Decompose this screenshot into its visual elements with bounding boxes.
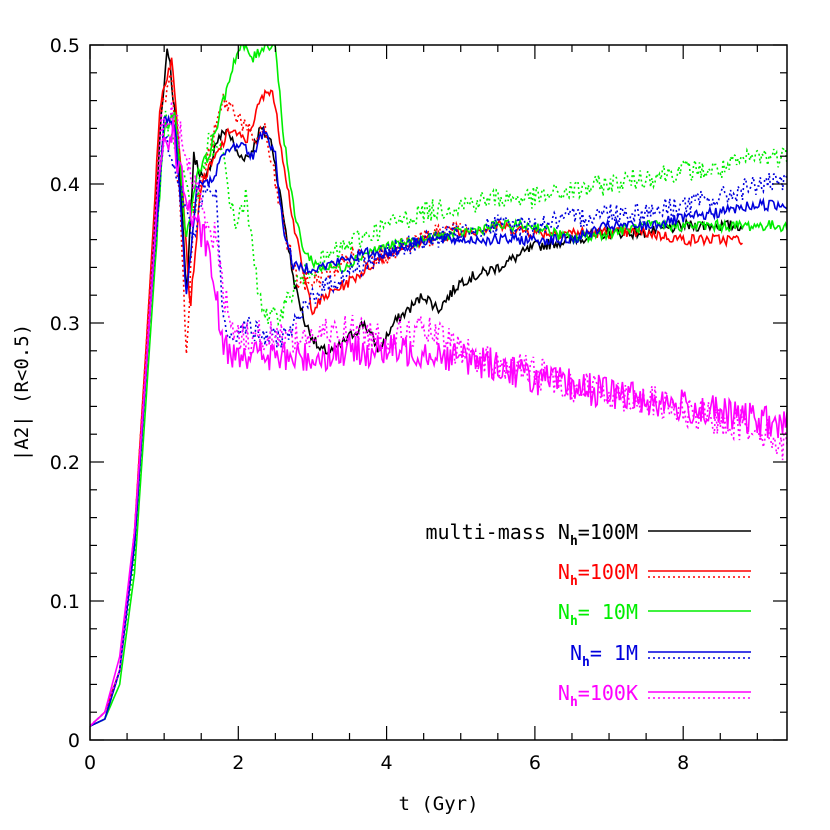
legend-entry: Nh= 10M bbox=[558, 600, 751, 629]
legend-label: Nh= 1M bbox=[570, 641, 638, 670]
series-line bbox=[90, 119, 787, 727]
series-line bbox=[90, 48, 744, 727]
x-tick-label: 8 bbox=[677, 752, 689, 774]
legend-entry: Nh=100M bbox=[558, 560, 751, 589]
x-tick-label: 2 bbox=[232, 752, 244, 774]
series-line bbox=[90, 71, 462, 727]
y-tick-label: 0 bbox=[68, 730, 80, 752]
x-axis-label: t (Gyr) bbox=[398, 793, 478, 815]
series-line bbox=[90, 45, 787, 727]
legend-entry: Nh=100K bbox=[558, 681, 751, 710]
plot-frame bbox=[89, 44, 788, 741]
y-tick-label: 0.5 bbox=[50, 35, 80, 57]
x-tick-label: 0 bbox=[84, 752, 96, 774]
legend-entry: multi-mass Nh=100M bbox=[425, 520, 751, 549]
y-tick-label: 0.3 bbox=[50, 313, 80, 335]
y-tick-label: 0.4 bbox=[50, 174, 80, 196]
y-tick-label: 0.2 bbox=[50, 452, 80, 474]
series-line bbox=[90, 101, 787, 727]
series-line bbox=[90, 110, 787, 727]
x-tick-label: 6 bbox=[529, 752, 541, 774]
y-tick-label: 0.1 bbox=[50, 591, 80, 613]
series-line bbox=[90, 135, 787, 727]
legend-label: multi-mass Nh=100M bbox=[425, 520, 638, 549]
y-axis-label: |A2| (R<0.5) bbox=[11, 324, 33, 461]
x-tick-label: 4 bbox=[381, 752, 393, 774]
series-layer bbox=[90, 45, 787, 727]
series-line bbox=[90, 114, 787, 727]
legend-label: Nh=100K bbox=[558, 681, 638, 710]
series-line bbox=[90, 57, 743, 727]
legend-entry: Nh= 1M bbox=[570, 641, 751, 670]
legend: multi-mass Nh=100M Nh=100M Nh= 10M Nh= 1M Nh… bbox=[425, 520, 751, 710]
legend-label: Nh= 10M bbox=[558, 600, 638, 629]
ticks-layer: 0 2 4 6 8 0 0.1 0.2 0.3 0.4 0.5 bbox=[50, 35, 787, 774]
legend-label: Nh=100M bbox=[558, 560, 638, 589]
